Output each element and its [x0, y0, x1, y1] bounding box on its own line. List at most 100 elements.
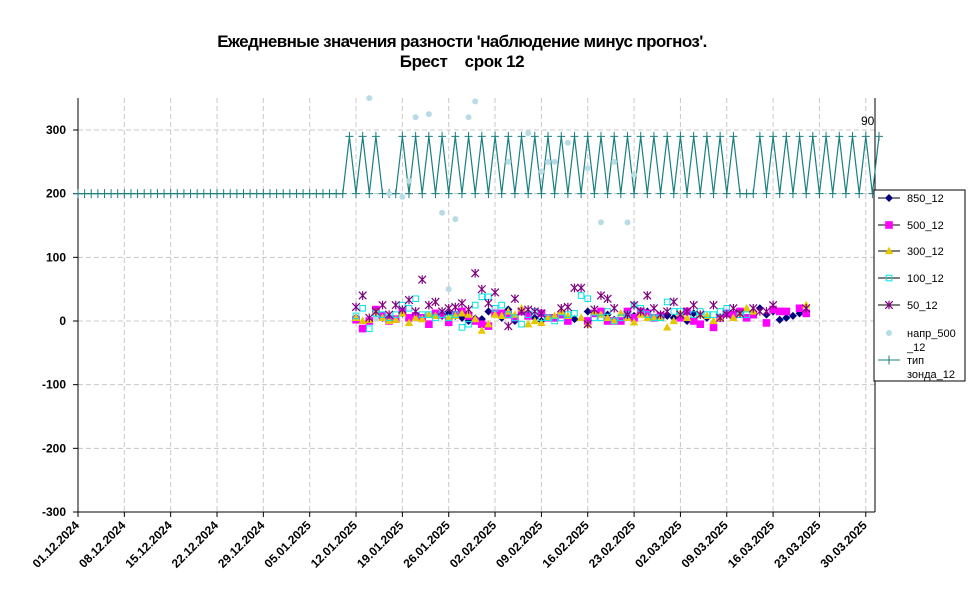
point-100_12: [352, 312, 360, 320]
point-50_12-stroke: [729, 303, 738, 313]
point-50_12-stroke: [722, 310, 731, 319]
point-50_12-stroke: [709, 300, 718, 310]
point-300_12: [669, 316, 678, 325]
point-100_12: [591, 314, 598, 322]
point-300_12: [504, 307, 513, 315]
annotation-label: 90: [861, 114, 875, 128]
point-тип зонда_12: [795, 131, 804, 141]
point-50_12-stroke: [517, 307, 526, 316]
point-500_12: [689, 317, 698, 325]
point-50_12: [576, 283, 586, 293]
point-850_12: [570, 315, 579, 324]
point-50_12-stroke: [623, 310, 632, 319]
point-тип зонда_12: [855, 189, 864, 199]
series-тип зонда_12: [74, 131, 884, 199]
point-50_12: [444, 303, 453, 313]
point-100_12: [452, 311, 459, 318]
point-50_12-stroke: [676, 310, 685, 319]
point-50_12: [590, 305, 599, 314]
series-50_12: [351, 268, 811, 331]
point-100_12: [511, 314, 519, 322]
point-50_12: [755, 307, 765, 316]
point-тип зонда_12: [689, 131, 698, 141]
point-100_12: [577, 292, 585, 299]
point-100_12: [743, 311, 750, 318]
x-tick-label: 16.03.2025: [725, 518, 778, 571]
point-100_12: [478, 293, 486, 301]
point-50_12: [583, 319, 592, 329]
point-тип зонда_12: [663, 131, 672, 141]
point-50_12: [676, 310, 685, 319]
point-тип зонда_12: [577, 189, 586, 199]
x-tick-label: 05.01.2025: [261, 518, 314, 571]
point-тип зонда_12: [802, 189, 811, 199]
point-тип зонда_12: [391, 189, 400, 199]
point-100_12: [610, 317, 618, 325]
point-300_12: [729, 313, 738, 321]
point-50_12-stroke: [596, 291, 606, 300]
point-300_12: [596, 310, 606, 318]
point-50_12-stroke: [689, 300, 698, 310]
point-100_12: [458, 324, 466, 331]
point-напр_500_12: [597, 219, 604, 226]
point-50_12-stroke: [391, 300, 400, 310]
point-напр_500_12: [538, 168, 545, 175]
point-тип зонда_12: [550, 189, 559, 199]
point-50_12-stroke: [643, 291, 652, 300]
point-50_12-stroke: [669, 297, 679, 307]
point-50_12-stroke: [358, 291, 367, 300]
point-50_12: [437, 307, 447, 316]
legend-label: 500_12: [907, 220, 944, 232]
point-50_12: [662, 307, 672, 316]
point-50_12-stroke: [735, 309, 745, 318]
point-50_12: [504, 321, 513, 331]
point-тип зонда_12: [702, 131, 711, 141]
point-50_12-stroke: [457, 298, 467, 308]
point-напр_500_12: [611, 158, 618, 165]
point-50_12-stroke: [351, 302, 361, 312]
point-тип зонда_12: [603, 189, 612, 199]
x-tick-label: 09.03.2025: [679, 518, 732, 571]
point-50_12: [398, 305, 407, 314]
point-50_12: [523, 305, 533, 314]
point-50_12: [636, 307, 645, 316]
point-тип зонда_12: [557, 131, 566, 141]
point-300_12: [457, 309, 467, 317]
point-100_12: [432, 314, 439, 322]
point-тип зонда_12: [510, 189, 519, 199]
x-tick-label: 08.12.2024: [76, 518, 129, 571]
point-тип зонда_12: [365, 189, 374, 199]
point-тип зонда_12: [537, 189, 546, 199]
point-50_12: [510, 294, 520, 304]
y-tick-label: 300: [46, 123, 66, 137]
legend-label: напр_500: [907, 328, 956, 340]
point-тип зонда_12: [722, 189, 731, 199]
point-тип зонда_12: [861, 131, 870, 141]
point-300_12: [484, 319, 493, 328]
point-напр_500_12: [425, 111, 432, 118]
point-тип зонда_12: [828, 189, 837, 199]
point-тип зонда_12: [411, 131, 420, 141]
point-850_12: [457, 313, 466, 322]
point-тип зонда_12: [782, 131, 791, 141]
legend-item-50_12: 50_12: [878, 300, 938, 312]
point-50_12-stroke: [537, 309, 546, 318]
point-50_12: [729, 303, 738, 313]
point-50_12: [464, 305, 473, 314]
point-100_12: [544, 314, 552, 322]
point-50_12-stroke: [418, 275, 427, 284]
point-тип зонда_12: [630, 189, 639, 199]
point-тип зонда_12: [464, 131, 473, 141]
point-напр_500_12: [366, 95, 373, 102]
point-тип зонда_12: [471, 189, 480, 199]
point-300_12: [524, 319, 533, 328]
point-50_12-stroke: [749, 303, 758, 313]
point-100_12: [564, 311, 572, 318]
y-tick-label: 0: [59, 314, 66, 328]
legend-marker: [884, 246, 894, 255]
point-тип зонда_12: [808, 131, 817, 141]
point-тип зонда_12: [338, 189, 347, 199]
point-тип зонда_12: [457, 189, 466, 199]
point-300_12: [477, 326, 486, 334]
point-50_12: [451, 302, 460, 312]
